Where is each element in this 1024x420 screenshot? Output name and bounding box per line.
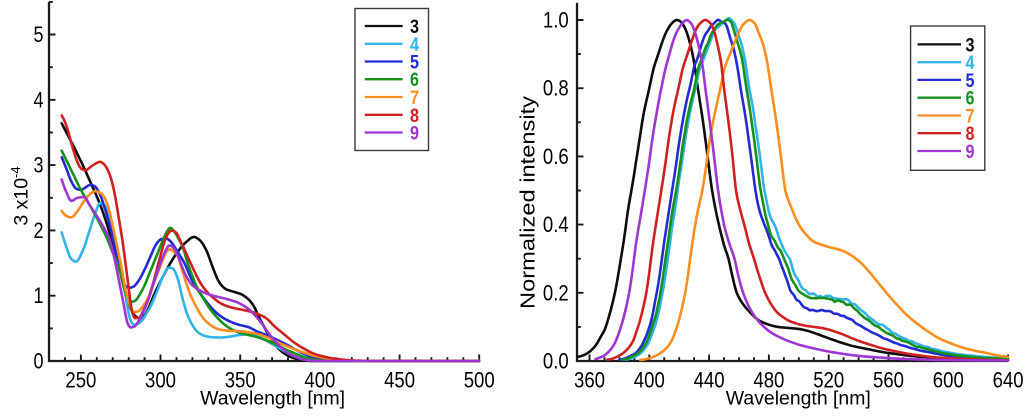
svg-text:0.0: 0.0 [543,349,569,374]
svg-text:6: 6 [966,89,975,110]
svg-text:0.4: 0.4 [543,212,569,237]
svg-text:5: 5 [34,22,44,47]
svg-text:0.8: 0.8 [543,76,569,101]
svg-text:250: 250 [65,368,96,393]
svg-text:560: 560 [873,368,904,393]
svg-text:4: 4 [410,35,419,56]
svg-text:400: 400 [304,368,335,393]
svg-text:3: 3 [34,153,44,178]
svg-text:300: 300 [145,368,176,393]
svg-text:0: 0 [34,349,44,374]
svg-text:500: 500 [464,368,495,393]
svg-text:440: 440 [694,368,725,393]
svg-text:450: 450 [384,368,415,393]
svg-text:Normalized intensity: Normalized intensity [517,95,540,309]
svg-text:Wavelength [nm]: Wavelength [nm] [726,389,871,410]
svg-text:5: 5 [410,53,419,74]
svg-text:8: 8 [966,124,975,145]
svg-text:0.6: 0.6 [543,144,569,169]
svg-text:7: 7 [966,107,975,128]
svg-text:Wavelength [nm]: Wavelength [nm] [200,389,345,410]
svg-text:9: 9 [966,142,975,163]
svg-text:8: 8 [410,106,419,127]
svg-text:360: 360 [574,368,605,393]
svg-text:0.2: 0.2 [543,280,569,305]
svg-text:6: 6 [410,70,419,91]
svg-text:400: 400 [634,368,665,393]
svg-text:3: 3 [410,17,419,38]
svg-text:480: 480 [753,368,784,393]
svg-text:2: 2 [34,218,44,243]
svg-text:5: 5 [966,71,975,92]
svg-text:3: 3 [966,35,975,56]
svg-text:520: 520 [813,368,844,393]
svg-text:350: 350 [225,368,256,393]
svg-text:7: 7 [410,88,419,109]
svg-text:600: 600 [933,368,964,393]
svg-text:9: 9 [410,124,419,145]
svg-text:1: 1 [34,283,44,308]
svg-text:4: 4 [966,53,975,74]
svg-text:640: 640 [993,368,1024,393]
svg-text:4: 4 [34,87,44,112]
svg-text:1.0: 1.0 [543,8,569,33]
